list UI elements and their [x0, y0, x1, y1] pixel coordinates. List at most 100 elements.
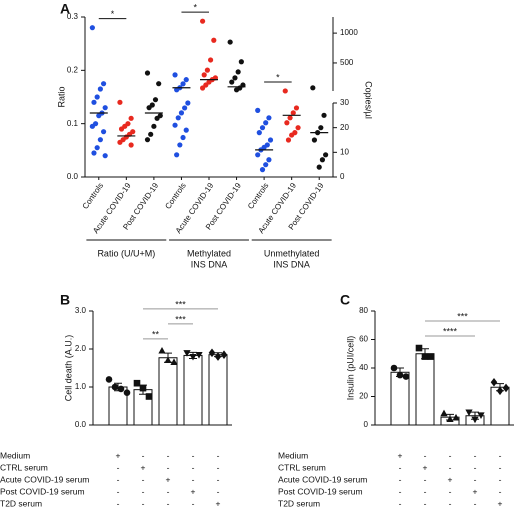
- treatment-mark: -: [399, 474, 402, 484]
- x-tick-label: Controls: [81, 181, 105, 211]
- treatment-mark: +: [166, 474, 171, 484]
- data-point: [415, 344, 423, 352]
- data-point: [421, 353, 429, 360]
- data-point: [133, 379, 141, 387]
- panel-letter: B: [60, 292, 70, 308]
- data-point: [200, 85, 206, 91]
- y-axis-label: Insulin (pUI/cell): [345, 336, 355, 401]
- y-tick-label: 0.0: [75, 420, 87, 429]
- treatment-mark: -: [192, 498, 195, 508]
- treatment-mark: -: [117, 486, 120, 496]
- data-point: [316, 164, 322, 170]
- data-point: [128, 115, 134, 121]
- data-point: [146, 105, 152, 111]
- treatment-label: Post COVID-19 serum: [278, 486, 363, 496]
- data-point: [174, 87, 180, 93]
- y2-tick-label: 1000: [340, 28, 358, 37]
- treatment-mark: -: [217, 474, 220, 484]
- data-point: [105, 376, 113, 383]
- data-point: [465, 409, 473, 417]
- group-label: Methylated: [187, 248, 231, 258]
- treatment-mark: -: [217, 450, 220, 460]
- data-point: [211, 37, 217, 43]
- data-point: [285, 137, 292, 143]
- y-tick-label: 0.0: [67, 172, 79, 181]
- treatment-mark: -: [474, 474, 477, 484]
- y2-tick-label: 0: [340, 172, 345, 181]
- data-point: [263, 162, 269, 168]
- data-point: [178, 110, 185, 116]
- data-point: [158, 346, 166, 354]
- group-label: Unmethylated: [264, 248, 320, 258]
- data-point: [390, 364, 398, 372]
- data-point: [321, 112, 327, 118]
- treatment-mark: +: [473, 486, 478, 496]
- treatment-mark: -: [217, 462, 220, 472]
- y-tick-label: 40: [359, 363, 368, 372]
- data-point: [227, 39, 233, 45]
- treatment-mark: +: [423, 462, 428, 472]
- data-point: [102, 153, 108, 159]
- significance-label: *: [193, 3, 197, 13]
- treatment-label: Acute COVID-19 serum: [278, 474, 367, 484]
- data-point: [148, 131, 154, 137]
- data-point: [477, 412, 485, 419]
- data-point: [152, 97, 159, 103]
- data-point: [91, 99, 97, 105]
- data-point: [266, 157, 272, 163]
- treatment-mark: -: [217, 486, 220, 496]
- data-point: [229, 79, 235, 85]
- data-point: [195, 352, 203, 359]
- y2-tick-label: 10: [340, 147, 349, 156]
- data-point: [208, 348, 216, 358]
- data-point: [154, 115, 160, 121]
- y-tick-label: 3.0: [75, 306, 87, 315]
- data-point: [295, 125, 301, 131]
- data-point: [267, 137, 274, 143]
- data-point: [100, 129, 107, 135]
- treatment-mark: -: [499, 462, 502, 472]
- data-point: [94, 145, 100, 151]
- data-point: [440, 409, 448, 417]
- data-point: [233, 87, 240, 93]
- treatment-mark: -: [499, 474, 502, 484]
- data-point: [282, 88, 288, 94]
- y-tick-label: 0.2: [67, 65, 79, 74]
- treatment-mark: +: [116, 450, 121, 460]
- group-label: Ratio (U/U+M): [97, 248, 155, 258]
- data-point: [145, 393, 153, 400]
- y-tick-label: 0.3: [67, 12, 79, 21]
- x-tick-label: Controls: [246, 181, 270, 211]
- data-point: [287, 115, 293, 121]
- data-point: [89, 123, 95, 129]
- treatment-label: Medium: [0, 450, 30, 460]
- y-tick-label: 0: [364, 420, 369, 429]
- data-point: [97, 137, 103, 143]
- treatment-mark: -: [474, 462, 477, 472]
- treatment-mark: -: [424, 498, 427, 508]
- data-point: [123, 389, 131, 397]
- significance-label: ***: [457, 311, 468, 321]
- treatment-label: T2D serum: [0, 498, 42, 508]
- treatment-mark: -: [399, 462, 402, 472]
- data-point: [204, 67, 210, 73]
- data-point: [293, 105, 300, 111]
- data-point: [100, 81, 107, 87]
- bar: [390, 371, 410, 426]
- treatment-mark: -: [167, 462, 170, 472]
- treatment-mark: -: [399, 498, 402, 508]
- significance-label: **: [152, 329, 160, 339]
- data-point: [185, 100, 191, 106]
- data-point: [117, 99, 123, 105]
- data-point: [319, 157, 326, 163]
- treatment-mark: -: [449, 486, 452, 496]
- data-point: [118, 126, 125, 132]
- treatment-mark: +: [216, 498, 221, 508]
- data-point: [490, 377, 498, 387]
- data-point: [96, 113, 102, 119]
- data-point: [117, 139, 123, 145]
- treatment-mark: -: [192, 450, 195, 460]
- panel-letter: A: [60, 1, 70, 17]
- data-point: [128, 142, 134, 148]
